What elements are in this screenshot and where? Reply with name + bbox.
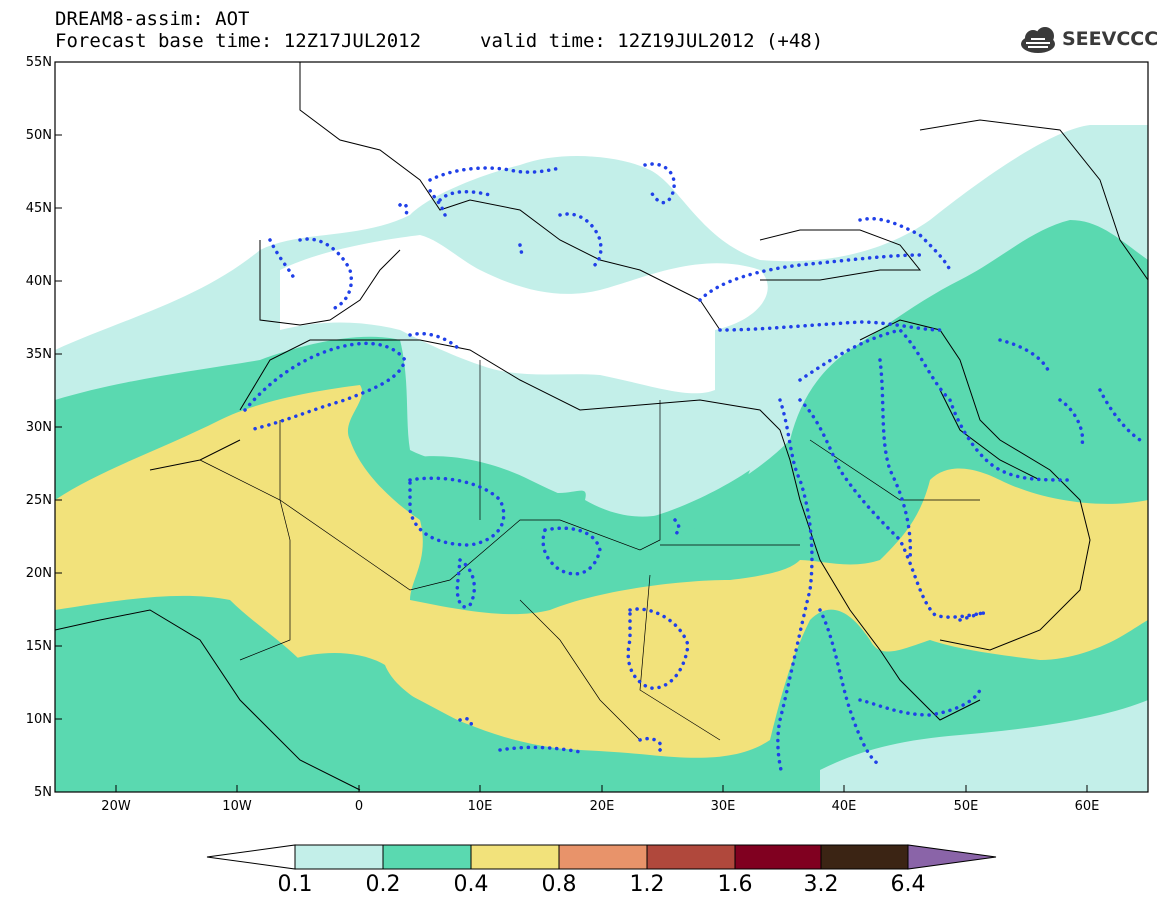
lat-label: 10N xyxy=(25,712,52,727)
clear-mediterranean xyxy=(280,235,768,394)
colorbar-label: 1.6 xyxy=(717,872,753,897)
logo-text: SEEVCCC xyxy=(1062,28,1159,50)
lat-ticks xyxy=(55,61,62,720)
map-title: DREAM8-assim: AOT xyxy=(55,8,250,30)
lon-label: 0 xyxy=(354,799,364,814)
lon-label: 10E xyxy=(467,799,493,814)
lon-label: 20W xyxy=(101,799,131,814)
colorbar-label: 0.2 xyxy=(365,872,401,897)
lon-label: 10W xyxy=(222,799,252,814)
valid-time: valid time: 12Z19JUL2012 (+48) xyxy=(480,30,824,52)
lat-label: 25N xyxy=(25,493,52,508)
aot-band-0.1-horn xyxy=(820,700,1148,792)
colorbar-bin-0.8 xyxy=(558,844,648,870)
colorbar-label: 6.4 xyxy=(890,872,926,897)
lat-label: 20N xyxy=(25,566,52,581)
colorbar-label: 0.1 xyxy=(277,872,313,897)
lon-label: 20E xyxy=(589,799,615,814)
colorbar-bin-1.6 xyxy=(734,844,822,870)
lat-label: 15N xyxy=(25,639,52,654)
clear-iberia xyxy=(294,277,355,318)
aot-band-0.2-east-africa xyxy=(770,614,1148,775)
colorbar-bin-0.2 xyxy=(382,844,472,870)
colorbar-upper-arrow xyxy=(907,844,997,870)
lat-label: 45N xyxy=(25,201,52,216)
dotted-contours xyxy=(243,162,1142,777)
lon-label: 40E xyxy=(831,799,857,814)
lat-label: 50N xyxy=(25,128,52,143)
colorbar-label: 3.2 xyxy=(803,872,839,897)
aot-band-0.4 xyxy=(55,385,1148,758)
country-borders xyxy=(199,360,980,741)
lat-label: 35N xyxy=(25,347,52,362)
forecast-base-time: Forecast base time: 12Z17JUL2012 xyxy=(55,30,422,52)
colorbar-label: 0.4 xyxy=(453,872,489,897)
aot-band-0.2-west-africa xyxy=(55,598,600,792)
lat-label: 40N xyxy=(25,274,52,289)
lat-label: 30N xyxy=(25,420,52,435)
lat-label: 5N xyxy=(34,785,52,800)
coastlines xyxy=(55,62,1148,791)
lon-label: 30E xyxy=(710,799,736,814)
colorbar-label: 1.2 xyxy=(629,872,665,897)
lon-label: 60E xyxy=(1074,799,1100,814)
seevccc-cloud-logo-icon xyxy=(1021,27,1055,53)
aot-band-0.2-libya-east xyxy=(398,456,750,558)
colorbar-bin-0.1 xyxy=(294,844,384,870)
lon-ticks xyxy=(115,785,1088,792)
colorbar-bin-0.4 xyxy=(470,844,560,870)
colorbar xyxy=(206,844,997,870)
colorbar-bin-3.2 xyxy=(820,844,909,870)
colorbar-label: 0.8 xyxy=(541,872,577,897)
lat-label: 55N xyxy=(25,55,52,70)
lon-label: 50E xyxy=(953,799,979,814)
colorbar-lower-arrow xyxy=(206,844,296,870)
colorbar-bin-1.2 xyxy=(646,844,736,870)
